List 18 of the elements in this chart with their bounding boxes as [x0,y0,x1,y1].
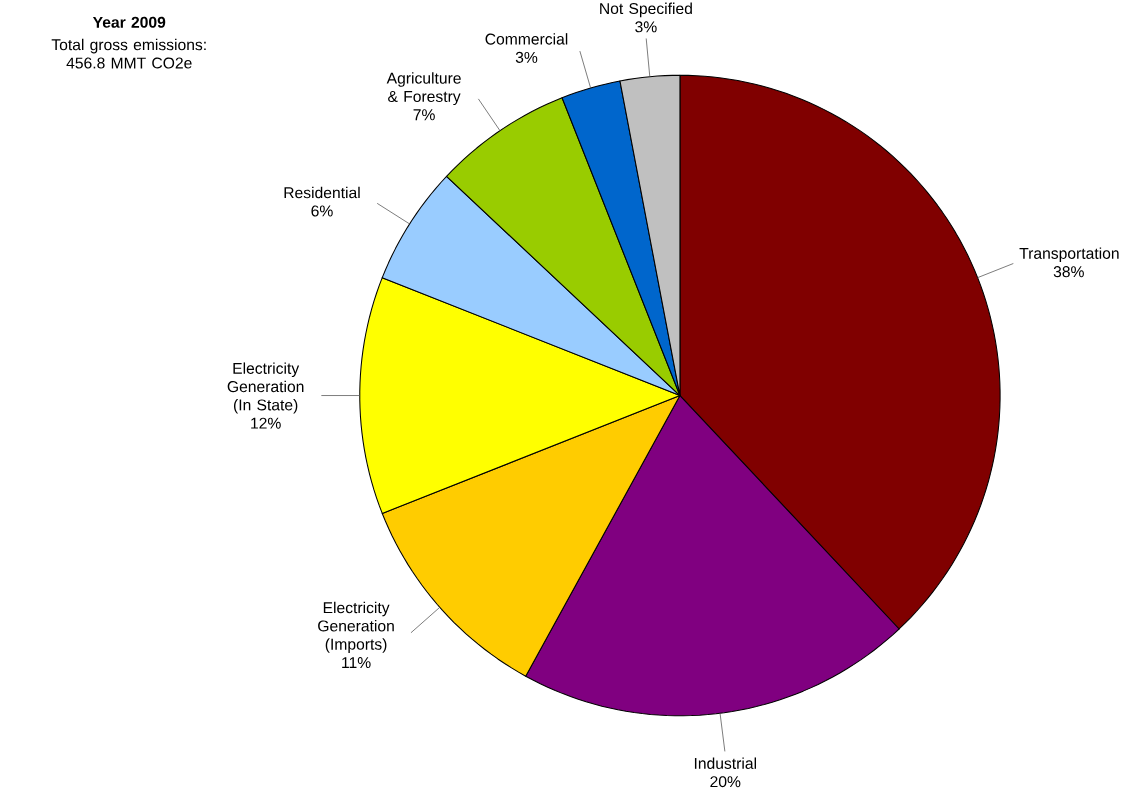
slice-label: Commercial [485,33,568,45]
slice-label: Agriculture & Forestry [386,72,461,106]
data-label: 3% [635,21,657,33]
data-label: 20% [710,776,741,788]
data-label: 6% [311,205,333,217]
data-label: 38% [1053,266,1084,278]
slice-label: Electricity Generation (Imports) [318,601,394,653]
text: Year 2009 [92,16,166,28]
slice-label: Not Specified [600,2,692,18]
data-label: 7% [413,109,435,121]
data-label: 3% [515,51,538,63]
slice-label: Transportation [1019,247,1119,263]
data-label: 12% [251,417,281,429]
slice-label: Industrial [694,757,756,770]
slice-label: Electricity Generation (In State) [227,362,304,414]
text: Total gross emissions: 456.8 MMT CO2e [51,38,206,69]
slice-label: Residential [284,186,360,199]
data-label: 11% [342,657,371,669]
